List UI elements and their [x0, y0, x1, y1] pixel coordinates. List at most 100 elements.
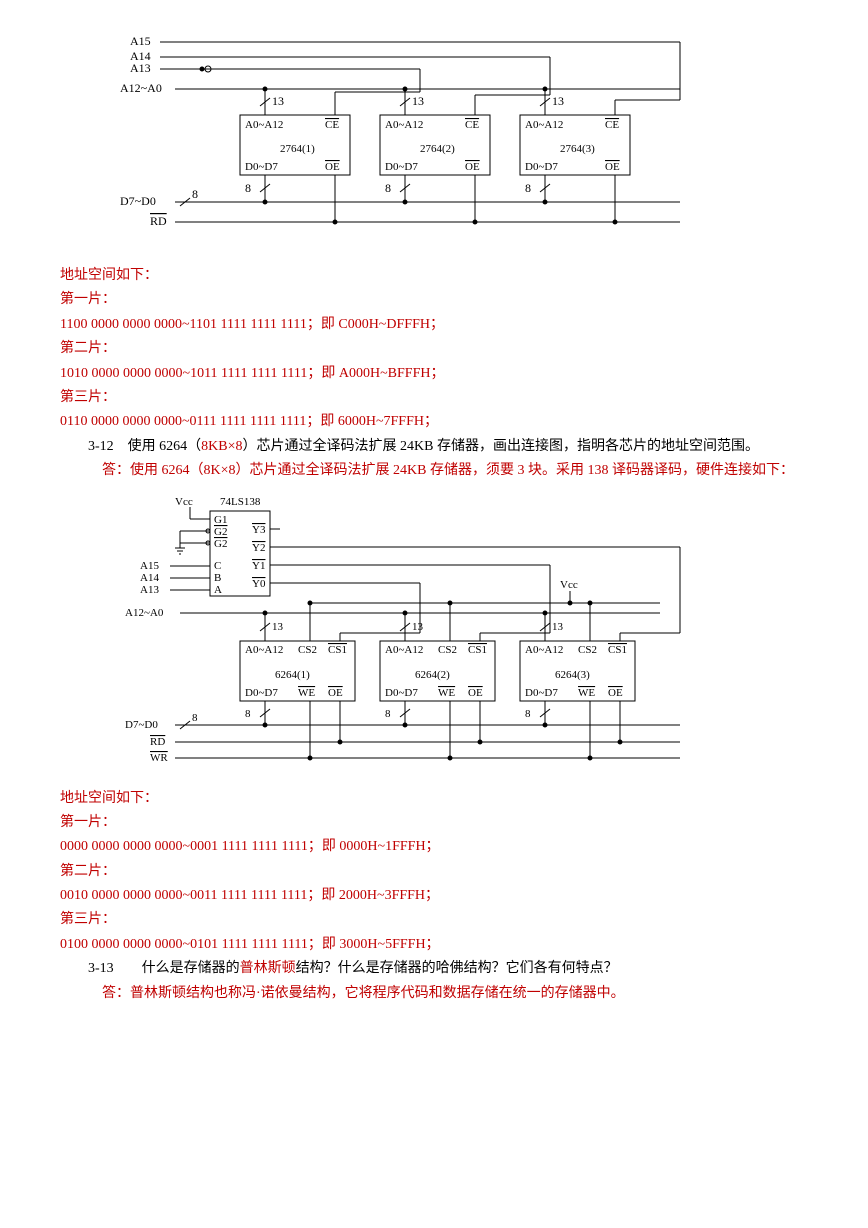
- chip3b-label: 第三片：: [60, 909, 808, 931]
- label-a13: A13: [130, 61, 151, 75]
- svg-text:2764(1): 2764(1): [280, 143, 315, 155]
- chip-6264-2: A0~A12 CS2 CS1 6264(2) D0~D7 WE OE: [380, 641, 495, 701]
- q312-answer: 答：使用 6264（8K×8）芯片通过全译码法扩展 24KB 存储器，须要 3 …: [60, 460, 808, 482]
- svg-text:A15: A15: [140, 560, 159, 572]
- svg-text:D0~D7: D0~D7: [245, 687, 278, 699]
- svg-text:A0~A12: A0~A12: [385, 119, 423, 131]
- svg-text:WE: WE: [438, 687, 455, 699]
- addr-space-header-2: 地址空间如下：: [60, 788, 808, 810]
- svg-text:A0~A12: A0~A12: [525, 644, 563, 656]
- label-d7d0: D7~D0: [120, 194, 156, 208]
- chip1b-label: 第一片：: [60, 812, 808, 834]
- chip2-range: 1010 0000 0000 0000~1011 1111 1111 1111；…: [60, 363, 808, 385]
- svg-text:8: 8: [385, 181, 391, 195]
- svg-text:13: 13: [552, 94, 564, 108]
- schematic-6264: Vcc 74LS138 G1 G2 G2 C B A Y3 Y2 Y1 Y0 A…: [120, 493, 720, 773]
- chip-6264-1: A0~A12 CS2 CS1 6264(1) D0~D7 WE OE: [240, 641, 355, 701]
- svg-text:13: 13: [272, 94, 284, 108]
- chip3-label: 第三片：: [60, 387, 808, 409]
- label-a15: A15: [130, 34, 151, 48]
- svg-text:8: 8: [385, 708, 391, 720]
- chip-2: A0~A12 CE 2764(2) D0~D7 OE: [380, 115, 490, 175]
- svg-text:OE: OE: [325, 161, 340, 173]
- svg-text:D0~D7: D0~D7: [245, 161, 278, 173]
- svg-text:CS2: CS2: [438, 644, 457, 656]
- q312: 3-12 使用 6264（8KB×8）芯片通过全译码法扩展 24KB 存储器，画…: [60, 436, 808, 458]
- q312-num: 3-12: [88, 439, 114, 454]
- svg-text:13: 13: [412, 621, 424, 633]
- svg-text:A0~A12: A0~A12: [385, 644, 423, 656]
- svg-text:8: 8: [525, 708, 531, 720]
- label-a12a0: A12~A0: [120, 81, 162, 95]
- schematic-2764: A15 A14 A13 A12~A0 A0~A12 CE 2764(1) D0~…: [120, 30, 720, 250]
- svg-text:OE: OE: [468, 687, 483, 699]
- svg-text:Y1: Y1: [252, 560, 265, 572]
- svg-text:Y2: Y2: [252, 542, 265, 554]
- svg-text:Vcc: Vcc: [175, 496, 193, 508]
- svg-text:A0~A12: A0~A12: [245, 644, 283, 656]
- diagram-6264: Vcc 74LS138 G1 G2 G2 C B A Y3 Y2 Y1 Y0 A…: [120, 493, 808, 773]
- svg-text:CS2: CS2: [298, 644, 317, 656]
- svg-text:OE: OE: [605, 161, 620, 173]
- svg-text:D7~D0: D7~D0: [125, 719, 158, 731]
- svg-text:WR: WR: [150, 752, 168, 764]
- q313-answer: 答：普林斯顿结构也称冯·诺依曼结构，它将程序代码和数据存储在统一的存储器中。: [60, 983, 808, 1005]
- label-rd: RD: [150, 214, 167, 228]
- svg-text:G2: G2: [214, 538, 227, 550]
- svg-text:2764(2): 2764(2): [420, 143, 455, 155]
- svg-text:74LS138: 74LS138: [220, 496, 261, 508]
- svg-text:CS1: CS1: [328, 644, 347, 656]
- svg-text:D0~D7: D0~D7: [525, 687, 558, 699]
- q313-highlight: 普林斯顿: [240, 961, 296, 976]
- svg-text:8: 8: [192, 712, 198, 724]
- svg-text:6264(1): 6264(1): [275, 669, 310, 681]
- svg-text:CS1: CS1: [608, 644, 627, 656]
- chip1-label: 第一片：: [60, 289, 808, 311]
- chip2b-label: 第二片：: [60, 861, 808, 883]
- diagram-2764: A15 A14 A13 A12~A0 A0~A12 CE 2764(1) D0~…: [120, 30, 808, 250]
- addr-space-header-1: 地址空间如下：: [60, 265, 808, 287]
- svg-text:CS2: CS2: [578, 644, 597, 656]
- svg-text:8: 8: [525, 181, 531, 195]
- chip3b-range: 0100 0000 0000 0000~0101 1111 1111 1111；…: [60, 934, 808, 956]
- svg-text:13: 13: [552, 621, 564, 633]
- chip1b-range: 0000 0000 0000 0000~0001 1111 1111 1111；…: [60, 836, 808, 858]
- q313-num: 3-13: [88, 961, 114, 976]
- chip3-range: 0110 0000 0000 0000~0111 1111 1111 1111；…: [60, 411, 808, 433]
- svg-text:A: A: [214, 584, 222, 596]
- svg-text:WE: WE: [578, 687, 595, 699]
- svg-text:8: 8: [245, 708, 251, 720]
- svg-text:G1: G1: [214, 514, 227, 526]
- svg-text:Y0: Y0: [252, 578, 266, 590]
- svg-text:OE: OE: [465, 161, 480, 173]
- svg-text:13: 13: [272, 621, 284, 633]
- svg-text:A0~A12: A0~A12: [525, 119, 563, 131]
- svg-text:WE: WE: [298, 687, 315, 699]
- svg-text:D0~D7: D0~D7: [385, 161, 418, 173]
- svg-text:CE: CE: [325, 119, 339, 131]
- chip-3: A0~A12 CE 2764(3) D0~D7 OE: [520, 115, 630, 175]
- svg-text:6264(2): 6264(2): [415, 669, 450, 681]
- svg-text:Y3: Y3: [252, 524, 266, 536]
- svg-text:G2: G2: [214, 526, 227, 538]
- svg-text:C: C: [214, 560, 221, 572]
- chip-6264-3: A0~A12 CS2 CS1 6264(3) D0~D7 WE OE: [520, 641, 635, 701]
- svg-text:CS1: CS1: [468, 644, 487, 656]
- svg-text:A0~A12: A0~A12: [245, 119, 283, 131]
- chip2-label: 第二片：: [60, 338, 808, 360]
- svg-text:OE: OE: [328, 687, 343, 699]
- svg-text:8: 8: [245, 181, 251, 195]
- svg-text:B: B: [214, 572, 221, 584]
- svg-text:D0~D7: D0~D7: [385, 687, 418, 699]
- svg-text:13: 13: [412, 94, 424, 108]
- svg-text:6264(3): 6264(3): [555, 669, 590, 681]
- q313: 3-13 什么是存储器的普林斯顿结构？什么是存储器的哈佛结构？它们各有何特点？: [60, 958, 808, 980]
- svg-text:RD: RD: [150, 736, 165, 748]
- svg-text:A12~A0: A12~A0: [125, 607, 164, 619]
- svg-text:CE: CE: [465, 119, 479, 131]
- svg-text:A14: A14: [140, 572, 159, 584]
- q312-highlight: 8KB×8: [201, 439, 242, 454]
- svg-text:Vcc: Vcc: [560, 579, 578, 591]
- chip1-range: 1100 0000 0000 0000~1101 1111 1111 1111；…: [60, 314, 808, 336]
- svg-text:A13: A13: [140, 584, 159, 596]
